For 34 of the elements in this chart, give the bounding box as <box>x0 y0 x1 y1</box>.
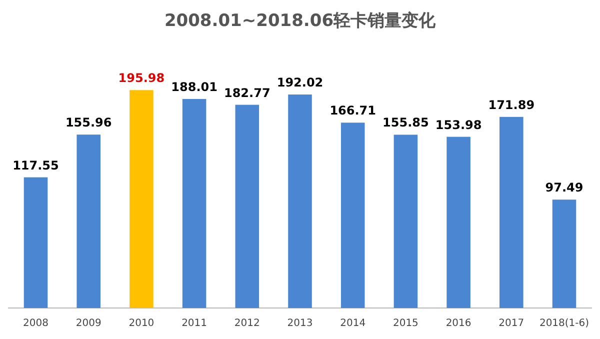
bar <box>552 200 576 308</box>
bar <box>446 136 470 308</box>
bar <box>235 104 260 308</box>
x-tick-label: 2016 <box>446 318 472 329</box>
bar <box>130 90 154 308</box>
data-label: 155.96 <box>65 116 112 130</box>
x-tick-label: 2010 <box>128 318 154 329</box>
x-tick-label: 2017 <box>498 318 524 329</box>
x-tick-label: 2018(1-6) <box>539 318 590 329</box>
x-tick-label: 2014 <box>340 318 366 329</box>
x-tick-label: 2009 <box>76 318 102 329</box>
x-tick-label: 2012 <box>234 318 260 329</box>
data-label: 97.49 <box>545 180 584 195</box>
chart-title: 2008.01~2018.06轻卡销量变化 <box>164 11 437 31</box>
data-label: 171.89 <box>488 98 535 112</box>
data-label: 117.55 <box>12 158 59 172</box>
x-tick-label: 2013 <box>287 318 313 329</box>
bar <box>340 122 365 308</box>
x-tick-label: 2015 <box>392 318 418 329</box>
data-label: 153.98 <box>435 118 482 132</box>
x-tick-label: 2011 <box>182 318 208 329</box>
data-label: 192.02 <box>276 76 324 90</box>
bar <box>288 94 312 308</box>
bar <box>24 177 48 308</box>
data-label: 188.01 <box>171 80 218 94</box>
data-label: 195.98 <box>118 71 165 86</box>
data-label: 182.77 <box>224 86 270 100</box>
bar <box>394 134 418 308</box>
data-label: 166.71 <box>330 104 376 118</box>
data-label: 155.85 <box>382 116 429 130</box>
bar <box>182 98 206 308</box>
bar <box>76 134 100 308</box>
bar <box>500 116 524 308</box>
x-tick-label: 2008 <box>23 318 48 329</box>
